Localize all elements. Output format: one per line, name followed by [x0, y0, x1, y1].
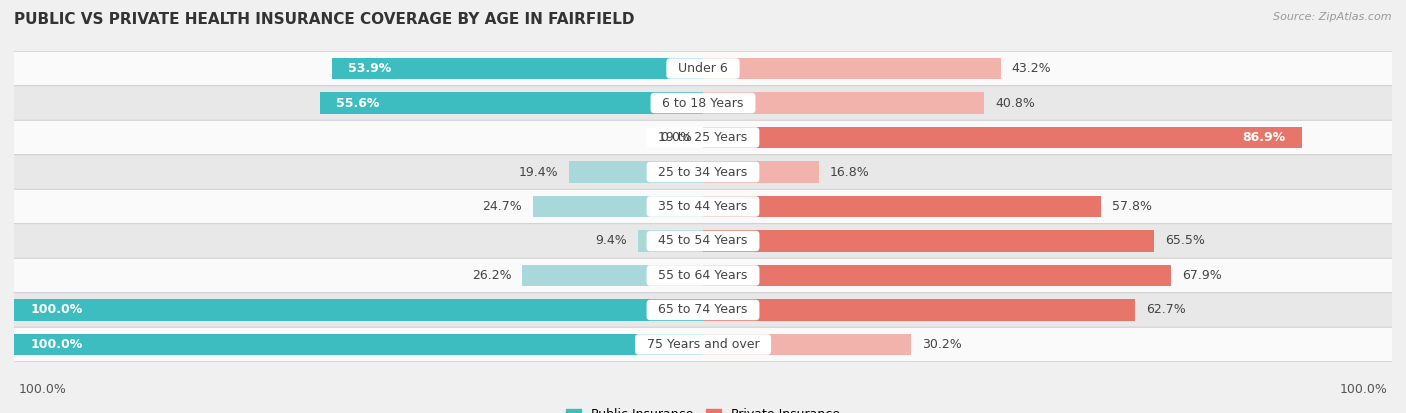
Bar: [321, 93, 703, 114]
Text: 100.0%: 100.0%: [31, 304, 83, 316]
FancyBboxPatch shape: [4, 293, 1402, 327]
Text: 55.6%: 55.6%: [336, 97, 380, 109]
Text: 100.0%: 100.0%: [18, 384, 66, 396]
Bar: [703, 127, 1302, 148]
Text: 45 to 54 Years: 45 to 54 Years: [651, 235, 755, 247]
FancyBboxPatch shape: [4, 258, 1402, 293]
Text: 19 to 25 Years: 19 to 25 Years: [651, 131, 755, 144]
Text: 0.0%: 0.0%: [659, 131, 692, 144]
Text: 40.8%: 40.8%: [995, 97, 1035, 109]
FancyBboxPatch shape: [4, 155, 1402, 189]
Text: 24.7%: 24.7%: [482, 200, 522, 213]
FancyBboxPatch shape: [4, 224, 1402, 258]
Text: 65 to 74 Years: 65 to 74 Years: [651, 304, 755, 316]
Legend: Public Insurance, Private Insurance: Public Insurance, Private Insurance: [561, 403, 845, 413]
Text: 100.0%: 100.0%: [31, 338, 83, 351]
FancyBboxPatch shape: [4, 51, 1402, 86]
Bar: [703, 230, 1154, 252]
Text: 35 to 44 Years: 35 to 44 Years: [651, 200, 755, 213]
Text: 75 Years and over: 75 Years and over: [638, 338, 768, 351]
Text: 30.2%: 30.2%: [922, 338, 962, 351]
Text: 26.2%: 26.2%: [472, 269, 512, 282]
Text: 19.4%: 19.4%: [519, 166, 558, 178]
Bar: [703, 93, 984, 114]
FancyBboxPatch shape: [4, 189, 1402, 224]
FancyBboxPatch shape: [4, 120, 1402, 155]
Text: 9.4%: 9.4%: [596, 235, 627, 247]
Bar: [703, 58, 1001, 79]
Text: Source: ZipAtlas.com: Source: ZipAtlas.com: [1274, 12, 1392, 22]
Text: Under 6: Under 6: [671, 62, 735, 75]
Text: 53.9%: 53.9%: [349, 62, 391, 75]
Bar: [703, 265, 1171, 286]
Bar: [533, 196, 703, 217]
Bar: [523, 265, 703, 286]
Text: 16.8%: 16.8%: [830, 166, 869, 178]
Text: 25 to 34 Years: 25 to 34 Years: [651, 166, 755, 178]
Bar: [638, 230, 703, 252]
Text: 62.7%: 62.7%: [1146, 304, 1185, 316]
Bar: [703, 161, 818, 183]
Bar: [569, 161, 703, 183]
FancyBboxPatch shape: [4, 327, 1402, 362]
Bar: [332, 58, 703, 79]
Text: 100.0%: 100.0%: [1340, 384, 1388, 396]
Text: 43.2%: 43.2%: [1012, 62, 1052, 75]
Text: 65.5%: 65.5%: [1166, 235, 1205, 247]
FancyBboxPatch shape: [4, 86, 1402, 120]
Bar: [703, 299, 1135, 320]
Bar: [703, 334, 911, 355]
Text: 57.8%: 57.8%: [1112, 200, 1153, 213]
Text: 6 to 18 Years: 6 to 18 Years: [654, 97, 752, 109]
Text: 55 to 64 Years: 55 to 64 Years: [651, 269, 755, 282]
Bar: [14, 334, 703, 355]
Text: 67.9%: 67.9%: [1182, 269, 1222, 282]
Bar: [703, 196, 1101, 217]
Text: PUBLIC VS PRIVATE HEALTH INSURANCE COVERAGE BY AGE IN FAIRFIELD: PUBLIC VS PRIVATE HEALTH INSURANCE COVER…: [14, 12, 634, 27]
Text: 86.9%: 86.9%: [1241, 131, 1285, 144]
Bar: [14, 299, 703, 320]
